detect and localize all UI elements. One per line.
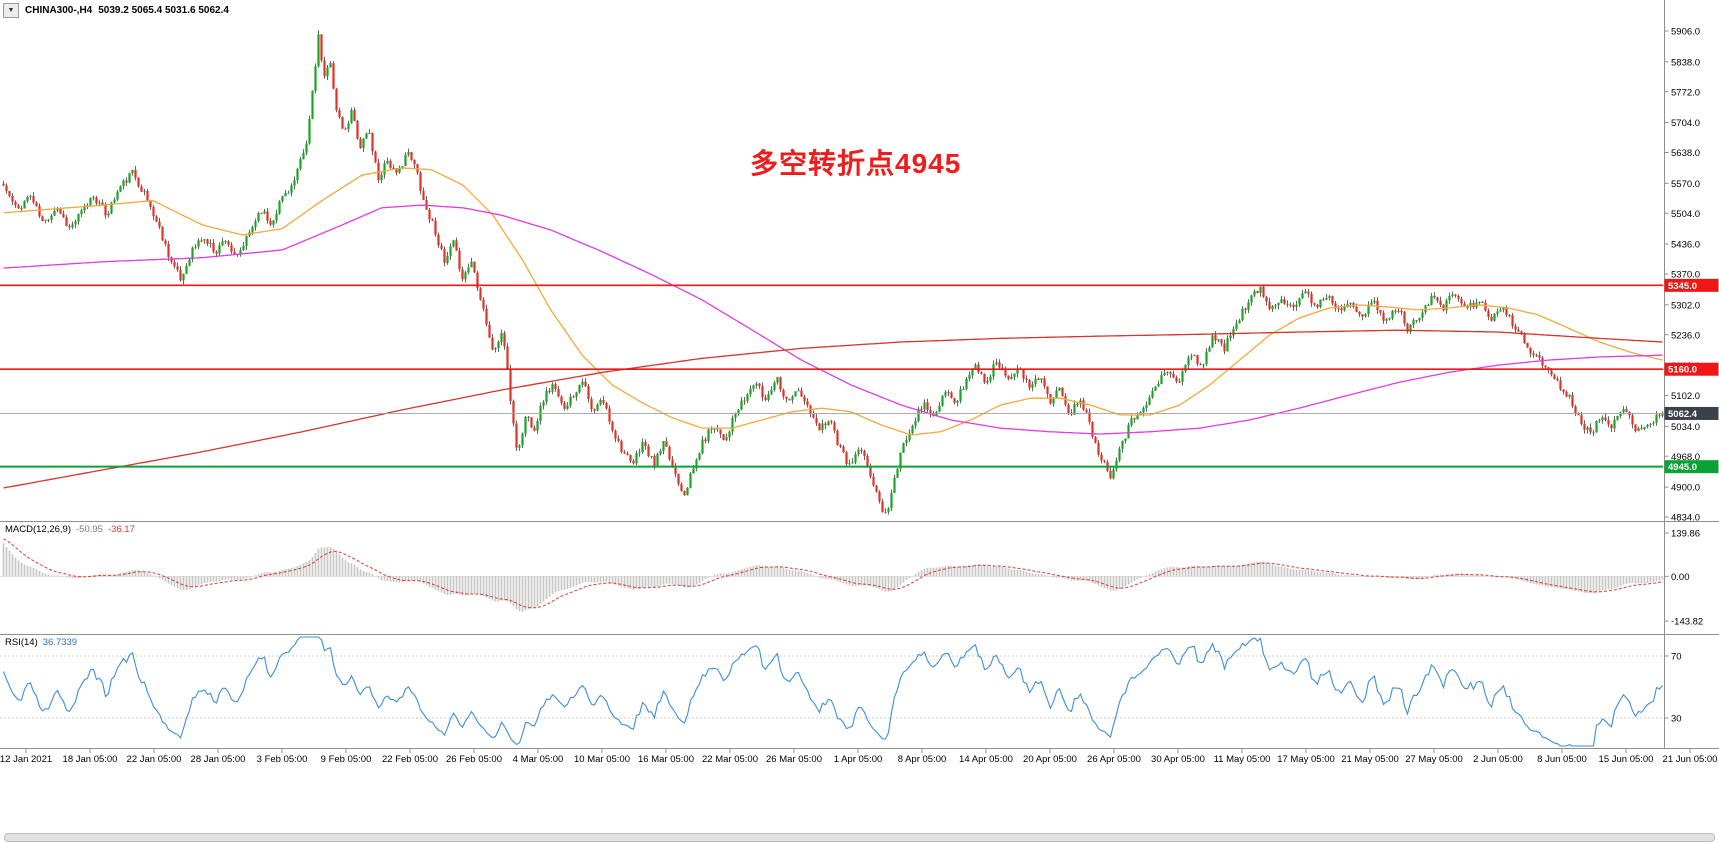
- svg-text:4 Mar 05:00: 4 Mar 05:00: [513, 754, 564, 765]
- svg-text:8 Apr 05:00: 8 Apr 05:00: [898, 754, 947, 765]
- moving-average-lines: [3, 167, 1663, 489]
- macd-indicator: [0, 538, 1664, 612]
- svg-text:5302.0: 5302.0: [1671, 300, 1700, 311]
- macd-signal-line: [3, 538, 1663, 609]
- svg-text:5704.0: 5704.0: [1671, 118, 1700, 129]
- horizontal-level-lines[interactable]: [0, 284, 1663, 468]
- svg-text:18 Jan 05:00: 18 Jan 05:00: [63, 754, 118, 765]
- svg-text:5906.0: 5906.0: [1671, 27, 1700, 38]
- svg-text:21 May 05:00: 21 May 05:00: [1341, 754, 1399, 765]
- price-level-tag: [1664, 278, 1719, 292]
- svg-text:15 Jun 05:00: 15 Jun 05:00: [1599, 754, 1654, 765]
- horizontal-scrollbar: [0, 831, 1719, 843]
- svg-text:5504.0: 5504.0: [1671, 209, 1700, 220]
- svg-text:30: 30: [1671, 714, 1682, 725]
- price-level-tag: [1664, 362, 1719, 376]
- macd-indicator-label: MACD(12,26,9) -50.95 -36.17: [5, 524, 140, 535]
- pane-separators: [0, 0, 1719, 749]
- svg-text:8 Jun 05:00: 8 Jun 05:00: [1537, 754, 1587, 765]
- svg-text:2 Jun 05:00: 2 Jun 05:00: [1473, 754, 1523, 765]
- svg-text:10 Mar 05:00: 10 Mar 05:00: [574, 754, 630, 765]
- symbol-info-bar: ▼ CHINA300-,H4 5039.2 5065.4 5031.6 5062…: [3, 3, 229, 18]
- svg-text:27 May 05:00: 27 May 05:00: [1405, 754, 1463, 765]
- rsi-value: 36.7339: [42, 637, 78, 648]
- rsi-indicator: [0, 636, 1663, 747]
- macd-name: MACD(12,26,9): [5, 524, 71, 535]
- svg-text:22 Mar 05:00: 22 Mar 05:00: [702, 754, 758, 765]
- ohlc-values: 5039.2 5065.4 5031.6 5062.4: [98, 5, 229, 16]
- time-axis[interactable]: 12 Jan 2021 18 Jan 05:00 22 Jan 05:00 28 Ja…: [0, 748, 1718, 766]
- svg-text:16 Mar 05:00: 16 Mar 05:00: [638, 754, 694, 765]
- svg-text:26 Feb 05:00: 26 Feb 05:00: [446, 754, 502, 765]
- svg-text:5772.0: 5772.0: [1671, 87, 1700, 98]
- svg-text:11 May 05:00: 11 May 05:00: [1214, 754, 1271, 765]
- svg-text:4945.0: 4945.0: [1668, 462, 1697, 473]
- ma-slow-red: [3, 329, 1663, 489]
- svg-text:17 May 05:00: 17 May 05:00: [1277, 754, 1335, 765]
- svg-text:5160.0: 5160.0: [1668, 365, 1697, 376]
- svg-text:5345.0: 5345.0: [1668, 281, 1697, 292]
- svg-text:5034.0: 5034.0: [1671, 422, 1700, 433]
- svg-text:5638.0: 5638.0: [1671, 148, 1700, 159]
- rsi-indicator-label: RSI(14) 36.7339: [5, 637, 82, 648]
- macd-value-2: -36.17: [107, 524, 135, 535]
- svg-text:12 Jan 2021: 12 Jan 2021: [0, 754, 52, 765]
- symbol-dropdown-button[interactable]: ▼: [3, 3, 19, 18]
- rsi-line: [2, 636, 1663, 747]
- chart-annotation-text: 多空转折点4945: [750, 148, 962, 179]
- svg-text:5570.0: 5570.0: [1671, 179, 1700, 190]
- current-price-tag: [1664, 406, 1719, 420]
- svg-text:4834.0: 4834.0: [1671, 513, 1700, 524]
- svg-text:5062.4: 5062.4: [1668, 409, 1698, 420]
- chevron-down-icon: ▼: [7, 7, 15, 14]
- svg-text:5838.0: 5838.0: [1671, 57, 1700, 68]
- ma-fast-orange: [3, 167, 1663, 436]
- svg-text:4900.0: 4900.0: [1671, 483, 1700, 494]
- svg-text:14 Apr 05:00: 14 Apr 05:00: [959, 754, 1013, 765]
- svg-text:22 Feb 05:00: 22 Feb 05:00: [382, 754, 438, 765]
- svg-text:9 Feb 05:00: 9 Feb 05:00: [321, 754, 372, 765]
- svg-text:21 Jun 05:00: 21 Jun 05:00: [1663, 754, 1718, 765]
- svg-text:20 Apr 05:00: 20 Apr 05:00: [1023, 754, 1077, 765]
- rsi-name: RSI(14): [5, 637, 38, 648]
- candlestick-series[interactable]: [2, 30, 1664, 515]
- svg-text:5236.0: 5236.0: [1671, 330, 1700, 341]
- svg-text:0.00: 0.00: [1671, 572, 1690, 583]
- price-tags: 5345.0 5160.0 4945.0 5062.4: [1664, 278, 1719, 474]
- svg-text:4968.0: 4968.0: [1671, 452, 1700, 463]
- svg-text:5436.0: 5436.0: [1671, 240, 1700, 251]
- svg-text:22 Jan 05:00: 22 Jan 05:00: [127, 754, 182, 765]
- macd-value-1: -50.95: [76, 524, 103, 535]
- svg-text:5102.0: 5102.0: [1671, 391, 1700, 402]
- svg-text:70: 70: [1671, 652, 1682, 663]
- svg-text:139.86: 139.86: [1671, 529, 1700, 540]
- svg-text:26 Mar 05:00: 26 Mar 05:00: [766, 754, 822, 765]
- price-level-tag: [1664, 460, 1719, 474]
- svg-text:30 Apr 05:00: 30 Apr 05:00: [1151, 754, 1205, 765]
- symbol-period-label: CHINA300-,H4: [25, 5, 93, 16]
- ma-medium-magenta: [3, 204, 1663, 435]
- svg-text:3 Feb 05:00: 3 Feb 05:00: [257, 754, 308, 765]
- svg-text:26 Apr 05:00: 26 Apr 05:00: [1087, 754, 1141, 765]
- scrollbar-thumb[interactable]: [4, 833, 1715, 842]
- svg-text:1 Apr 05:00: 1 Apr 05:00: [834, 754, 883, 765]
- svg-text:5370.0: 5370.0: [1671, 270, 1700, 281]
- svg-text:-143.82: -143.82: [1671, 617, 1703, 628]
- svg-text:28 Jan 05:00: 28 Jan 05:00: [191, 754, 246, 765]
